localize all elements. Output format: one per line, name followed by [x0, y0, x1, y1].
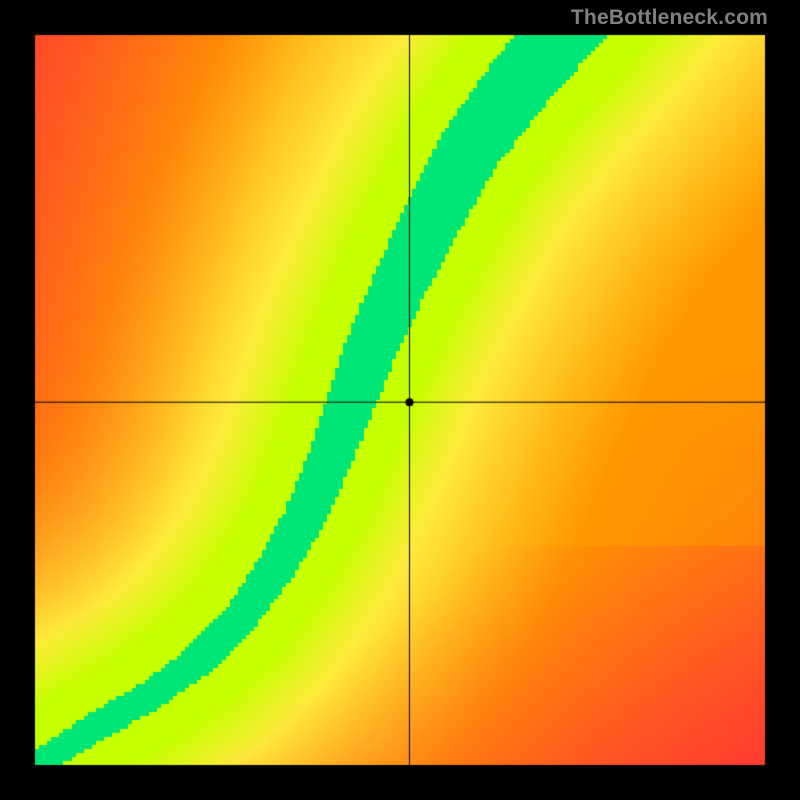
watermark-text: TheBottleneck.com [571, 6, 768, 30]
chart-container: { "canvas": { "full_width": 800, "full_h… [0, 0, 800, 800]
bottleneck-heatmap-canvas [0, 0, 800, 800]
